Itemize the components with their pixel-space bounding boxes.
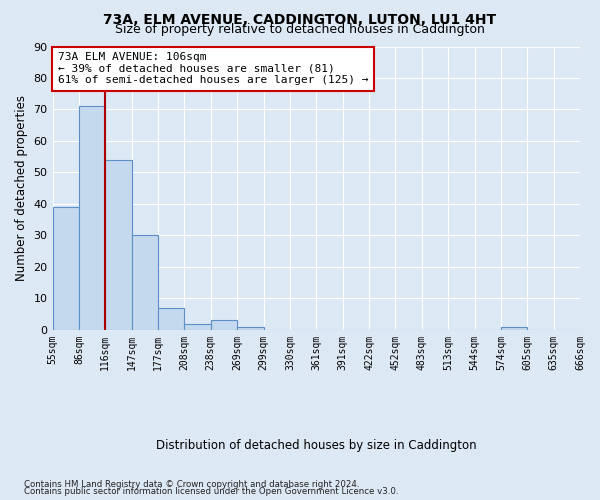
Text: 73A ELM AVENUE: 106sqm
← 39% of detached houses are smaller (81)
61% of semi-det: 73A ELM AVENUE: 106sqm ← 39% of detached… xyxy=(58,52,368,86)
Bar xyxy=(184,324,211,330)
X-axis label: Distribution of detached houses by size in Caddington: Distribution of detached houses by size … xyxy=(156,440,476,452)
Bar xyxy=(131,236,158,330)
Text: Size of property relative to detached houses in Caddington: Size of property relative to detached ho… xyxy=(115,22,485,36)
Bar xyxy=(158,308,184,330)
Bar xyxy=(237,327,263,330)
Bar xyxy=(79,106,105,330)
Text: Contains HM Land Registry data © Crown copyright and database right 2024.: Contains HM Land Registry data © Crown c… xyxy=(24,480,359,489)
Text: Contains public sector information licensed under the Open Government Licence v3: Contains public sector information licen… xyxy=(24,487,398,496)
Bar xyxy=(53,207,79,330)
Text: 73A, ELM AVENUE, CADDINGTON, LUTON, LU1 4HT: 73A, ELM AVENUE, CADDINGTON, LUTON, LU1 … xyxy=(103,12,497,26)
Bar xyxy=(105,160,131,330)
Bar xyxy=(501,327,527,330)
Y-axis label: Number of detached properties: Number of detached properties xyxy=(15,95,28,281)
Bar xyxy=(211,320,237,330)
